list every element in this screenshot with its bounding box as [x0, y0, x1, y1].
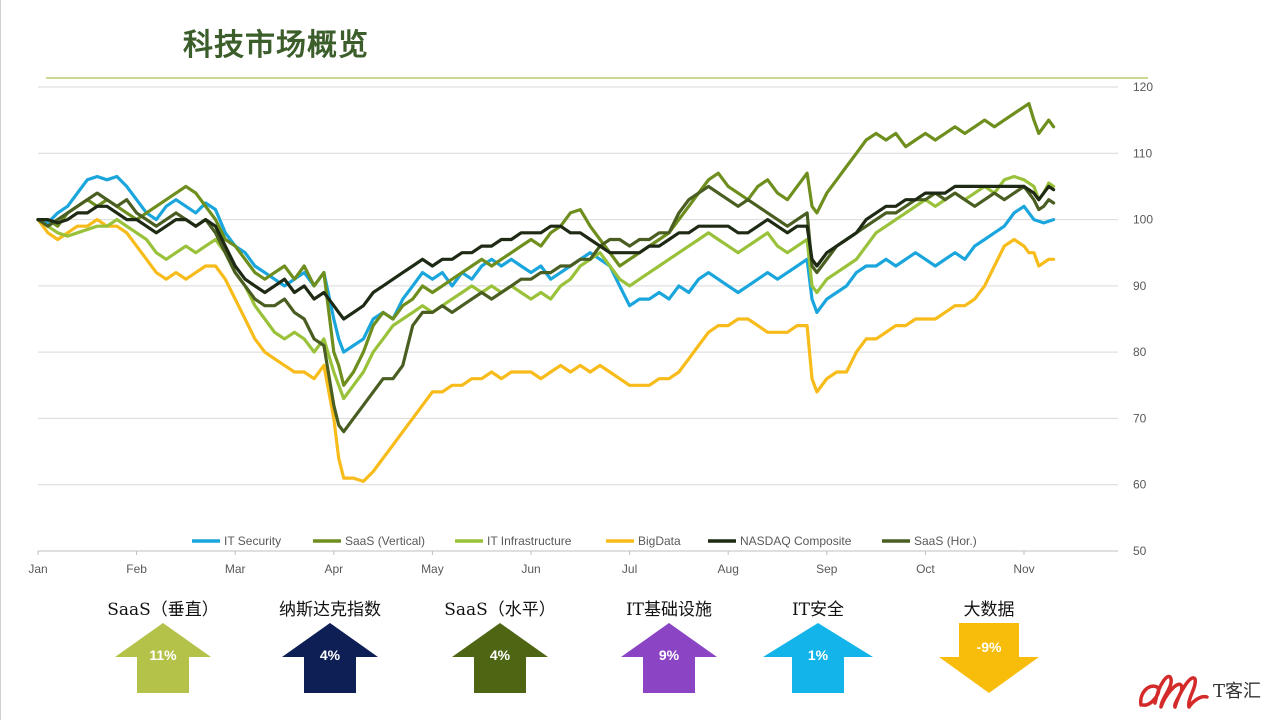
chart-legend: IT Security SaaS (Vertical) IT Infrastruct…: [192, 534, 977, 548]
x-tick-label: Jan: [28, 562, 47, 576]
x-tick-label: May: [421, 562, 444, 576]
legend-label: SaaS (Hor.): [914, 534, 977, 548]
x-tick-label: Apr: [324, 562, 343, 576]
logo-mark-icon: [1139, 674, 1209, 709]
legend-label: SaaS (Vertical): [345, 534, 425, 548]
arrow-value: 11%: [149, 647, 177, 663]
y-tick-label: 60: [1133, 478, 1147, 492]
arrow-up-icon: [621, 623, 717, 693]
arrow-value: 9%: [658, 647, 680, 663]
x-tick-label: Mar: [225, 562, 246, 576]
arrow-label: SaaS（水平）: [444, 600, 556, 620]
arrow-up-icon: [282, 623, 378, 693]
arrow-indicator: SaaS（水平） 4%: [420, 595, 580, 705]
arrow-label: IT基础设施: [625, 600, 713, 620]
arrow-indicator: IT基础设施 9%: [589, 595, 749, 705]
left-border: [0, 0, 1, 720]
x-tick-label: Jun: [521, 562, 540, 576]
x-tick-label: Aug: [718, 562, 739, 576]
x-tick-label: Sep: [816, 562, 838, 576]
x-tick-label: Oct: [916, 562, 935, 576]
legend-label: BigData: [638, 534, 681, 548]
y-axis-ticks: 50 60 70 80 90 100 110 120: [1133, 80, 1153, 558]
legend-label: IT Infrastructure: [487, 534, 572, 548]
page-title: 科技市场概览: [183, 28, 369, 63]
arrow-label: SaaS（垂直）: [107, 600, 219, 620]
arrow-value: 4%: [319, 647, 341, 663]
series-line-4: [36, 184, 1056, 321]
series-line-1: [36, 102, 1056, 387]
x-axis-ticks: Jan Feb Mar Apr May Jun Jul Aug Sep Oct Nov: [28, 551, 1035, 576]
chart-grid: [38, 86, 1118, 552]
x-tick-label: Feb: [126, 562, 147, 576]
arrow-up-icon: [452, 623, 548, 693]
x-tick-label: Nov: [1013, 562, 1034, 576]
arrow-down-icon: [939, 623, 1039, 693]
arrow-indicator: 纳斯达克指数 4%: [250, 595, 410, 705]
y-tick-label: 50: [1133, 544, 1147, 558]
arrow-label: IT安全: [791, 600, 845, 620]
arrow-value: 4%: [489, 647, 511, 663]
y-tick-label: 90: [1133, 279, 1147, 293]
title-divider: [46, 77, 1148, 79]
arrow-label: 纳斯达克指数: [279, 600, 381, 620]
arrow-up-icon: [763, 623, 873, 693]
legend-label: IT Security: [224, 534, 281, 548]
arrow-indicator: IT安全 1%: [738, 595, 898, 705]
arrow-indicator: 大数据 -9%: [909, 595, 1069, 705]
brand-logo: T客汇: [1135, 665, 1275, 715]
chart-series: [36, 102, 1056, 483]
y-tick-label: 80: [1133, 345, 1147, 359]
arrow-up-icon: [115, 623, 211, 693]
y-tick-label: 70: [1133, 411, 1147, 425]
series-line-5: [36, 184, 1056, 434]
y-tick-label: 110: [1133, 146, 1152, 160]
y-tick-label: 100: [1133, 213, 1153, 227]
arrow-label: 大数据: [963, 600, 1015, 620]
arrow-value: 1%: [807, 647, 829, 663]
series-line-3: [36, 218, 1056, 483]
legend-label: NASDAQ Composite: [740, 534, 852, 548]
x-tick-label: Jul: [622, 562, 637, 576]
logo-text: T客汇: [1213, 681, 1262, 702]
arrow-value: -9%: [976, 639, 1002, 655]
y-tick-label: 120: [1133, 80, 1153, 94]
arrow-indicator: SaaS（垂直） 11%: [83, 595, 243, 705]
series-line-2: [36, 174, 1056, 401]
